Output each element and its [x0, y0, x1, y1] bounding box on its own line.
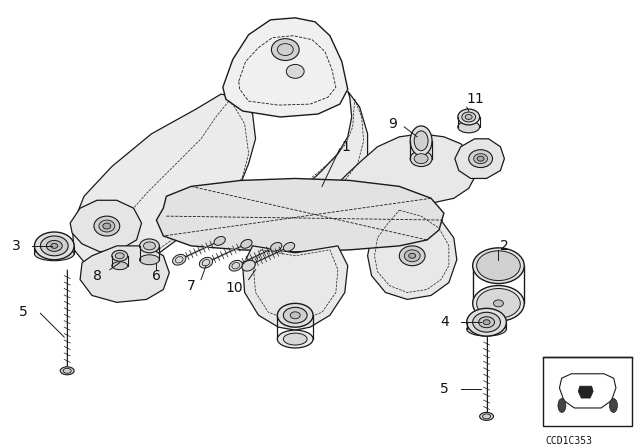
Text: 8: 8 — [93, 269, 102, 283]
Ellipse shape — [409, 253, 415, 258]
Ellipse shape — [477, 156, 484, 161]
Ellipse shape — [286, 65, 304, 78]
Ellipse shape — [199, 257, 212, 268]
Ellipse shape — [479, 317, 495, 327]
Ellipse shape — [112, 250, 127, 261]
Ellipse shape — [143, 242, 156, 250]
Ellipse shape — [558, 399, 566, 413]
Ellipse shape — [468, 150, 493, 168]
Polygon shape — [223, 18, 348, 117]
Polygon shape — [367, 203, 457, 299]
Ellipse shape — [477, 251, 520, 280]
Text: 1: 1 — [342, 140, 351, 154]
Ellipse shape — [112, 262, 127, 270]
Text: 11: 11 — [467, 92, 484, 106]
Ellipse shape — [609, 399, 618, 413]
Ellipse shape — [493, 300, 504, 307]
Ellipse shape — [479, 413, 493, 420]
Ellipse shape — [35, 247, 74, 261]
Ellipse shape — [458, 109, 479, 125]
Ellipse shape — [99, 220, 115, 232]
Ellipse shape — [103, 223, 111, 229]
Ellipse shape — [40, 236, 68, 256]
Polygon shape — [80, 246, 170, 302]
Text: 9: 9 — [388, 117, 397, 131]
Ellipse shape — [242, 260, 255, 271]
Ellipse shape — [473, 312, 500, 332]
Ellipse shape — [473, 285, 524, 321]
Ellipse shape — [414, 131, 428, 151]
Polygon shape — [559, 374, 616, 408]
Text: 7: 7 — [188, 279, 196, 293]
Polygon shape — [579, 386, 593, 398]
Ellipse shape — [271, 39, 299, 60]
Ellipse shape — [46, 241, 62, 251]
Ellipse shape — [60, 367, 74, 375]
Ellipse shape — [474, 154, 488, 164]
Text: 5: 5 — [440, 382, 449, 396]
Ellipse shape — [277, 330, 313, 348]
Ellipse shape — [51, 243, 58, 248]
Ellipse shape — [284, 307, 307, 323]
Ellipse shape — [241, 240, 252, 248]
Polygon shape — [243, 246, 348, 330]
Ellipse shape — [115, 253, 124, 259]
Polygon shape — [70, 200, 141, 252]
Ellipse shape — [483, 320, 490, 325]
Polygon shape — [455, 139, 504, 178]
Text: 2: 2 — [500, 239, 509, 253]
Text: CCD1C353: CCD1C353 — [545, 436, 592, 446]
Ellipse shape — [458, 121, 479, 133]
Ellipse shape — [410, 126, 432, 155]
Ellipse shape — [473, 248, 524, 284]
Ellipse shape — [140, 255, 159, 265]
Polygon shape — [72, 94, 255, 276]
Ellipse shape — [229, 260, 243, 271]
Polygon shape — [156, 178, 444, 252]
Ellipse shape — [140, 239, 159, 253]
Text: 5: 5 — [19, 305, 28, 319]
Ellipse shape — [94, 216, 120, 236]
Ellipse shape — [284, 333, 307, 345]
Text: 6: 6 — [152, 269, 161, 283]
Ellipse shape — [465, 115, 472, 120]
Ellipse shape — [410, 151, 432, 167]
Ellipse shape — [467, 308, 506, 336]
Ellipse shape — [462, 112, 476, 122]
Ellipse shape — [214, 237, 225, 246]
Ellipse shape — [173, 254, 186, 265]
Ellipse shape — [399, 246, 425, 266]
Text: 3: 3 — [12, 239, 20, 253]
Ellipse shape — [271, 242, 282, 251]
Polygon shape — [335, 134, 477, 208]
Ellipse shape — [277, 303, 313, 327]
Ellipse shape — [35, 232, 74, 260]
Bar — [543, 357, 632, 426]
Ellipse shape — [477, 289, 520, 318]
Ellipse shape — [404, 250, 420, 262]
Text: 10: 10 — [225, 280, 243, 294]
Text: 4: 4 — [440, 315, 449, 329]
Polygon shape — [291, 91, 367, 230]
Ellipse shape — [414, 154, 428, 164]
Ellipse shape — [291, 312, 300, 319]
Ellipse shape — [467, 322, 506, 336]
Ellipse shape — [284, 242, 294, 251]
